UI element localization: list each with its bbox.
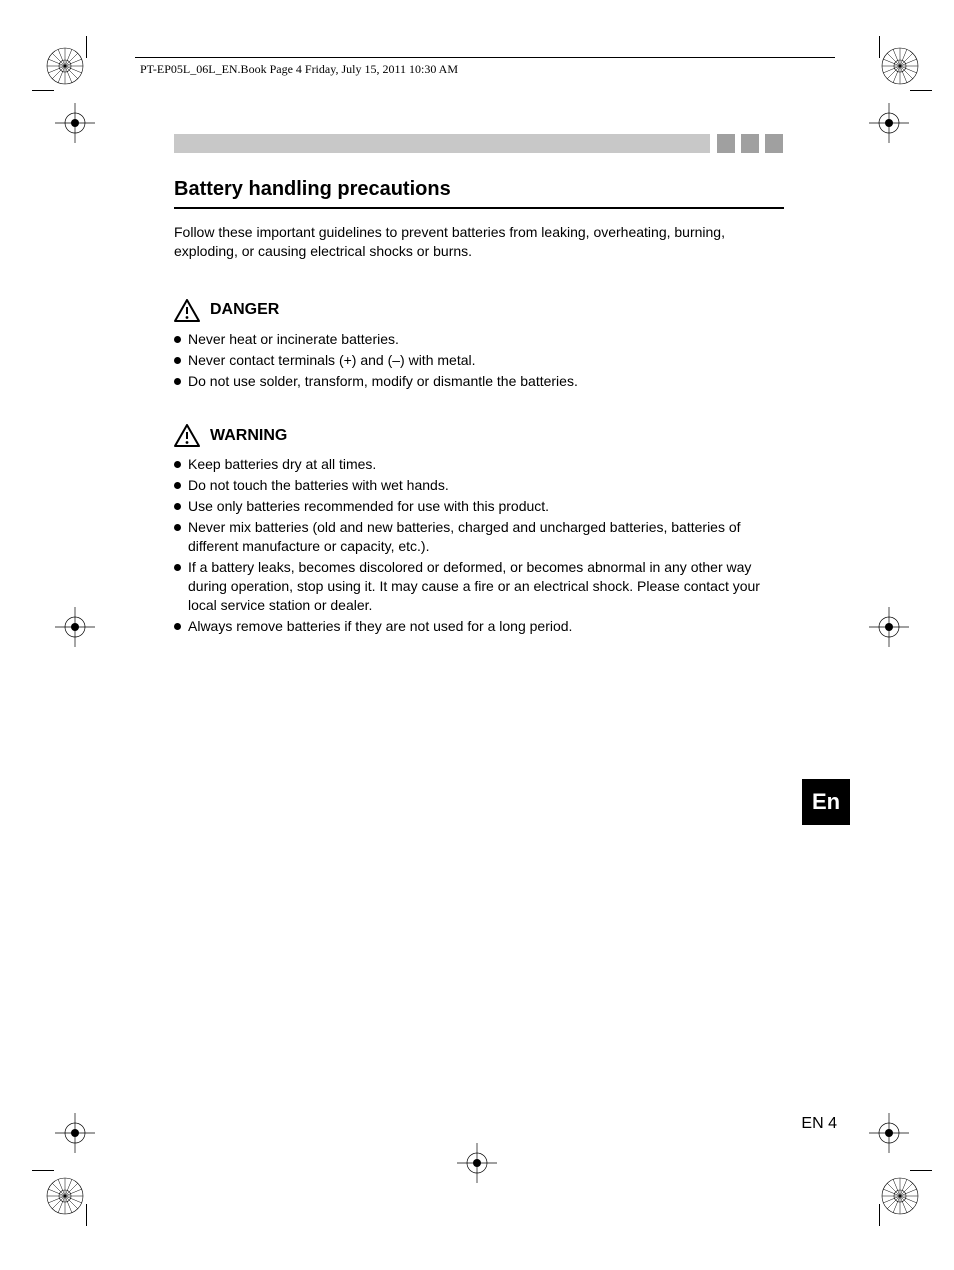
section-square [741,134,759,153]
list-item: Never mix batteries (old and new batteri… [174,518,784,556]
registration-mark-icon [55,1113,95,1153]
list-item: Do not touch the batteries with wet hand… [174,476,784,495]
registration-mark-icon [55,103,95,143]
gear-mark-icon [43,44,87,88]
crop-mark [879,36,880,58]
crop-mark [86,1204,87,1226]
registration-mark-icon [457,1143,497,1183]
registration-mark-icon [869,1113,909,1153]
list-item: Never heat or incinerate batteries. [174,330,784,349]
registration-mark-icon [869,607,909,647]
crop-mark [32,90,54,91]
list-item: Keep batteries dry at all times. [174,455,784,474]
section-bar [174,134,710,153]
warning-list: Keep batteries dry at all times. Do not t… [174,455,784,635]
warning-label: WARNING [210,427,287,445]
crop-mark [910,90,932,91]
page-content: Battery handling precautions Follow thes… [174,178,784,669]
list-item: Always remove batteries if they are not … [174,617,784,636]
page-number: EN 4 [801,1115,837,1133]
warning-heading: WARNING [174,424,784,447]
crop-mark [910,1170,932,1171]
list-item: If a battery leaks, becomes discolored o… [174,558,784,615]
list-item: Use only batteries recommended for use w… [174,497,784,516]
danger-list: Never heat or incinerate batteries. Never… [174,330,784,391]
section-square [717,134,735,153]
page-title: Battery handling precautions [174,178,784,209]
gear-mark-icon [43,1174,87,1218]
danger-label: DANGER [210,301,279,319]
list-item: Never contact terminals (+) and (–) with… [174,351,784,370]
crop-mark [86,36,87,58]
language-tab: En [802,779,850,825]
running-head: PT-EP05L_06L_EN.Book Page 4 Friday, July… [140,62,458,77]
registration-mark-icon [869,103,909,143]
list-item: Do not use solder, transform, modify or … [174,372,784,391]
crop-mark [32,1170,54,1171]
warning-triangle-icon [174,424,200,447]
header-rule [135,57,835,58]
crop-mark [879,1204,880,1226]
gear-mark-icon [878,44,922,88]
section-square [765,134,783,153]
registration-mark-icon [55,607,95,647]
gear-mark-icon [878,1174,922,1218]
danger-heading: DANGER [174,299,784,322]
intro-text: Follow these important guidelines to pre… [174,223,784,261]
warning-triangle-icon [174,299,200,322]
